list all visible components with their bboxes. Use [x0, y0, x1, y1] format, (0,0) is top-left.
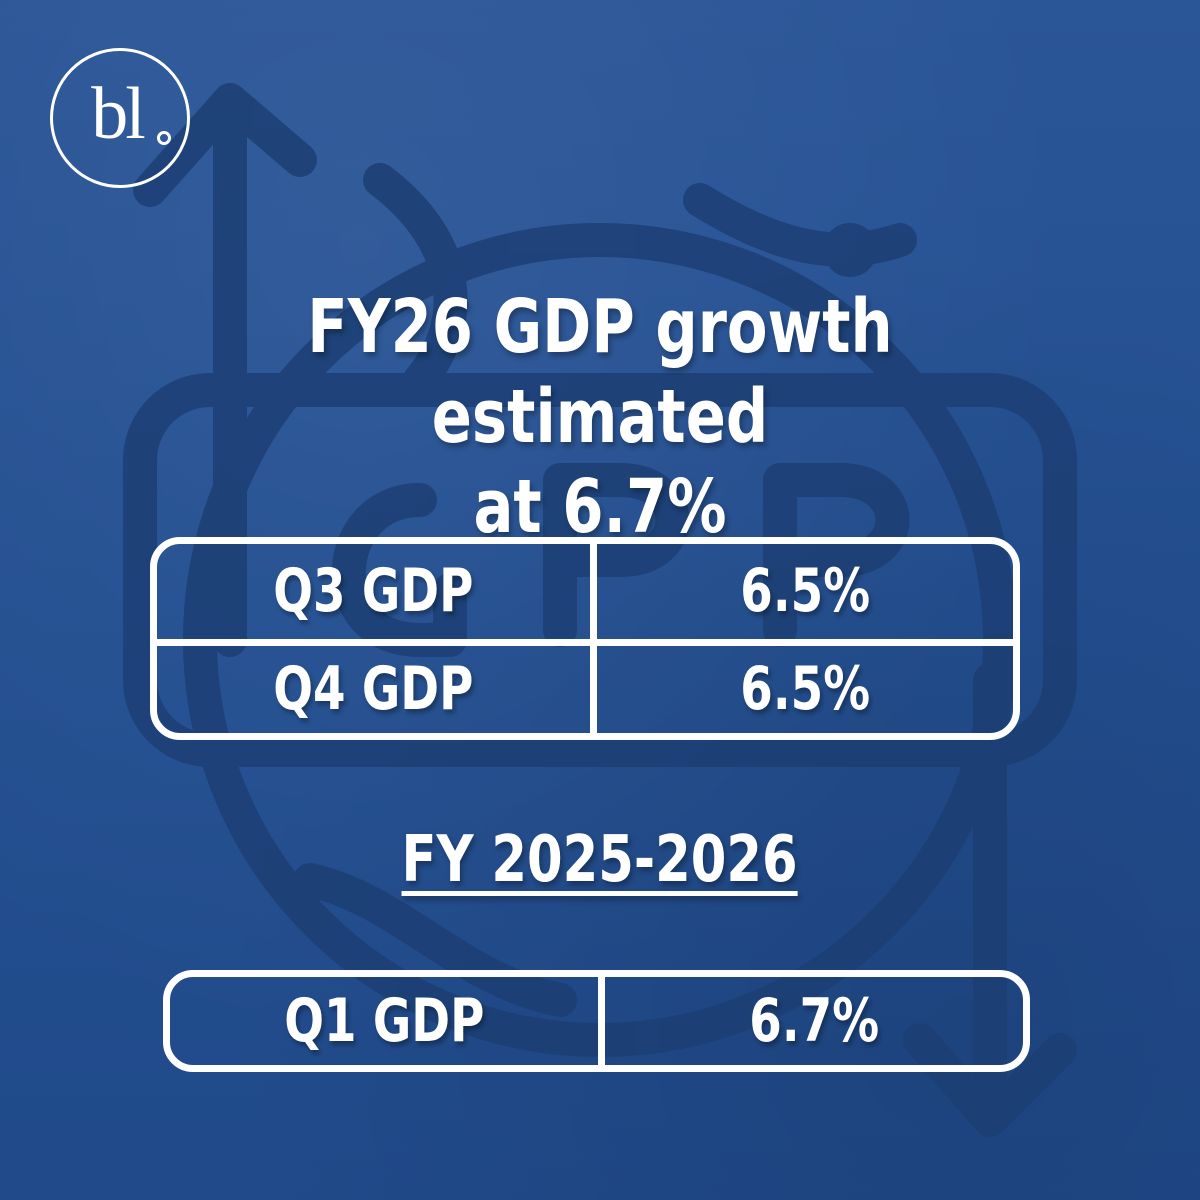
bl-logo: bl	[50, 48, 190, 188]
q3-gdp-value: 6.5%	[740, 556, 870, 627]
logo-dot-icon	[157, 131, 171, 145]
q4-gdp-value: 6.5%	[740, 654, 870, 725]
table-row: Q4 GDP 6.5%	[157, 638, 1013, 734]
table-cell-value: 6.5%	[597, 646, 1013, 734]
table-cell-label: Q3 GDP	[157, 544, 597, 639]
headline-line-2: at 6.7%	[473, 464, 727, 550]
headline: FY26 GDP growth estimated at 6.7%	[168, 282, 1032, 552]
table-cell-value: 6.5%	[597, 544, 1013, 639]
fiscal-year-heading-text: FY 2025-2026	[401, 823, 799, 897]
table-cell-label: Q1 GDP	[170, 977, 605, 1065]
headline-line-1: FY26 GDP growth estimated	[307, 284, 893, 460]
q1-gdp-label: Q1 GDP	[283, 986, 485, 1056]
logo-text: bl	[91, 73, 146, 155]
q1-gdp-value: 6.7%	[749, 986, 879, 1056]
q3-gdp-label: Q3 GDP	[273, 556, 474, 627]
table-row: Q1 GDP 6.7%	[170, 977, 1023, 1065]
q4-gdp-label: Q4 GDP	[273, 654, 474, 725]
table-cell-value: 6.7%	[605, 977, 1023, 1065]
table-row: Q3 GDP 6.5%	[157, 544, 1013, 639]
fiscal-year-gdp-table: Q1 GDP 6.7%	[163, 970, 1030, 1072]
fiscal-year-heading: FY 2025-2026	[300, 820, 900, 900]
quarter-gdp-table: Q3 GDP 6.5% Q4 GDP 6.5%	[150, 537, 1020, 740]
table-cell-label: Q4 GDP	[157, 645, 597, 733]
